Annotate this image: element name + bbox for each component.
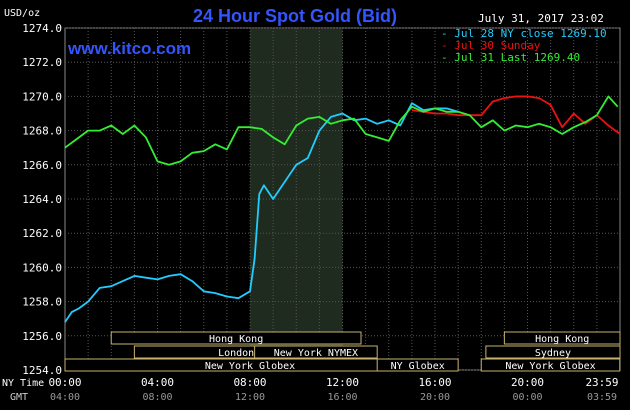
market-bar (480, 358, 621, 372)
market-sessions: Hong Kong London New York Globex New York N… (64, 331, 621, 372)
x-tick-label-gmt: 00:00 (512, 392, 542, 403)
x-tick-label-ny: 08:00 (233, 376, 266, 389)
market-bar (254, 345, 378, 359)
legend-entry: - Jul 31 Last 1269.40 (441, 51, 580, 64)
y-tick-label: 1262.0 (22, 227, 62, 240)
market-bar (110, 331, 362, 345)
legend-entry: - Jul 30 Sunday (441, 39, 541, 52)
market-bar (485, 345, 621, 359)
y-axis-ticks: 1254.0 1256.0 1258.0 1260.0 1262.0 1264.0 1266… (22, 22, 62, 377)
series-line (64, 102, 459, 323)
x-tick-label-ny: 00:00 (48, 376, 81, 389)
x-tick-label-gmt: 04:00 (50, 392, 80, 403)
ny-time-label: NY Time (2, 378, 44, 389)
chart-timestamp: July 31, 2017 23:02 (478, 12, 604, 25)
market-label: New York Globex (205, 361, 295, 372)
x-tick-label-gmt: 20:00 (420, 392, 450, 403)
chart-legend: - Jul 28 NY close 1269.10- Jul 30 Sunday… (441, 27, 607, 64)
chart-title: 24 Hour Spot Gold (Bid) (193, 6, 397, 26)
x-tick-label-ny: 16:00 (418, 376, 451, 389)
y-tick-label: 1274.0 (22, 22, 62, 35)
x-tick-label-ny: 04:00 (141, 376, 174, 389)
y-tick-label: 1268.0 (22, 125, 62, 138)
y-tick-label: 1272.0 (22, 56, 62, 69)
market-label: Hong Kong (535, 334, 589, 345)
y-tick-label: 1258.0 (22, 296, 62, 309)
y-axis-label: USD/oz (4, 8, 40, 19)
price-series (64, 95, 621, 323)
x-tick-label-gmt: 12:00 (235, 392, 265, 403)
x-tick-label-ny: 12:00 (326, 376, 359, 389)
market-label: New York NYMEX (274, 348, 358, 359)
series-line (411, 95, 621, 135)
series-line (64, 95, 619, 166)
x-tick-label-gmt: 03:59 (587, 392, 617, 403)
market-label: Sydney (535, 348, 571, 359)
x-tick-label-gmt: 08:00 (142, 392, 172, 403)
market-label: Hong Kong (209, 334, 263, 345)
market-label: London (218, 348, 254, 359)
y-tick-label: 1270.0 (22, 90, 62, 103)
gmt-label: GMT (10, 392, 28, 403)
market-bar (376, 358, 459, 372)
market-bar (503, 331, 621, 345)
x-tick-label-ny: 20:00 (511, 376, 544, 389)
y-tick-label: 1266.0 (22, 159, 62, 172)
y-tick-label: 1260.0 (22, 261, 62, 274)
kitco-watermark[interactable]: www.kitco.com (67, 39, 191, 58)
y-tick-label: 1254.0 (22, 364, 62, 377)
y-tick-label: 1256.0 (22, 330, 62, 343)
y-tick-label: 1264.0 (22, 193, 62, 206)
grid-lines (65, 27, 620, 371)
x-tick-label-gmt: 16:00 (327, 392, 357, 403)
x-tick-label-ny: 23:59 (585, 376, 618, 389)
market-label: NY Globex (391, 361, 445, 372)
x-axis-ticks: 00:00 04:00 04:00 08:00 08:00 12:00 12:00 16:00… (48, 376, 618, 403)
legend-entry: - Jul 28 NY close 1269.10 (441, 27, 607, 40)
market-label: New York Globex (505, 361, 595, 372)
